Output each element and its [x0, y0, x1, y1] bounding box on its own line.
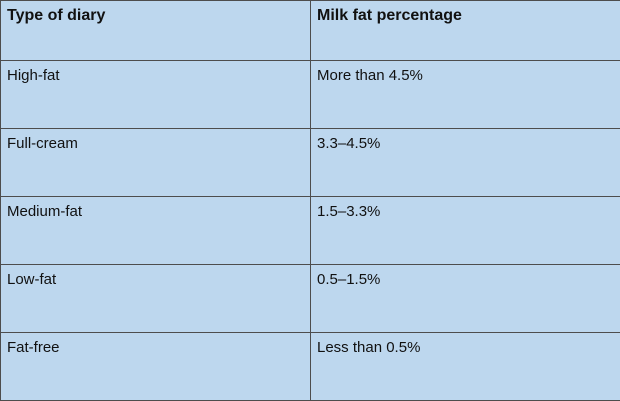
table-row: Medium-fat 1.5–3.3%	[1, 197, 620, 265]
cell-fat-percentage: Less than 0.5%	[311, 333, 620, 401]
cell-type: Medium-fat	[1, 197, 311, 265]
header-milk-fat-percentage: Milk fat percentage	[311, 1, 620, 61]
cell-fat-percentage: 1.5–3.3%	[311, 197, 620, 265]
cell-type: Fat-free	[1, 333, 311, 401]
cell-type: Low-fat	[1, 265, 311, 333]
cell-type: High-fat	[1, 61, 311, 129]
table-header-row: Type of diary Milk fat percentage	[1, 1, 620, 61]
cell-fat-percentage: More than 4.5%	[311, 61, 620, 129]
table-row: High-fat More than 4.5%	[1, 61, 620, 129]
cell-type: Full-cream	[1, 129, 311, 197]
header-type-of-diary: Type of diary	[1, 1, 311, 61]
cell-fat-percentage: 3.3–4.5%	[311, 129, 620, 197]
table-row: Fat-free Less than 0.5%	[1, 333, 620, 401]
cell-fat-percentage: 0.5–1.5%	[311, 265, 620, 333]
table-row: Low-fat 0.5–1.5%	[1, 265, 620, 333]
table-row: Full-cream 3.3–4.5%	[1, 129, 620, 197]
